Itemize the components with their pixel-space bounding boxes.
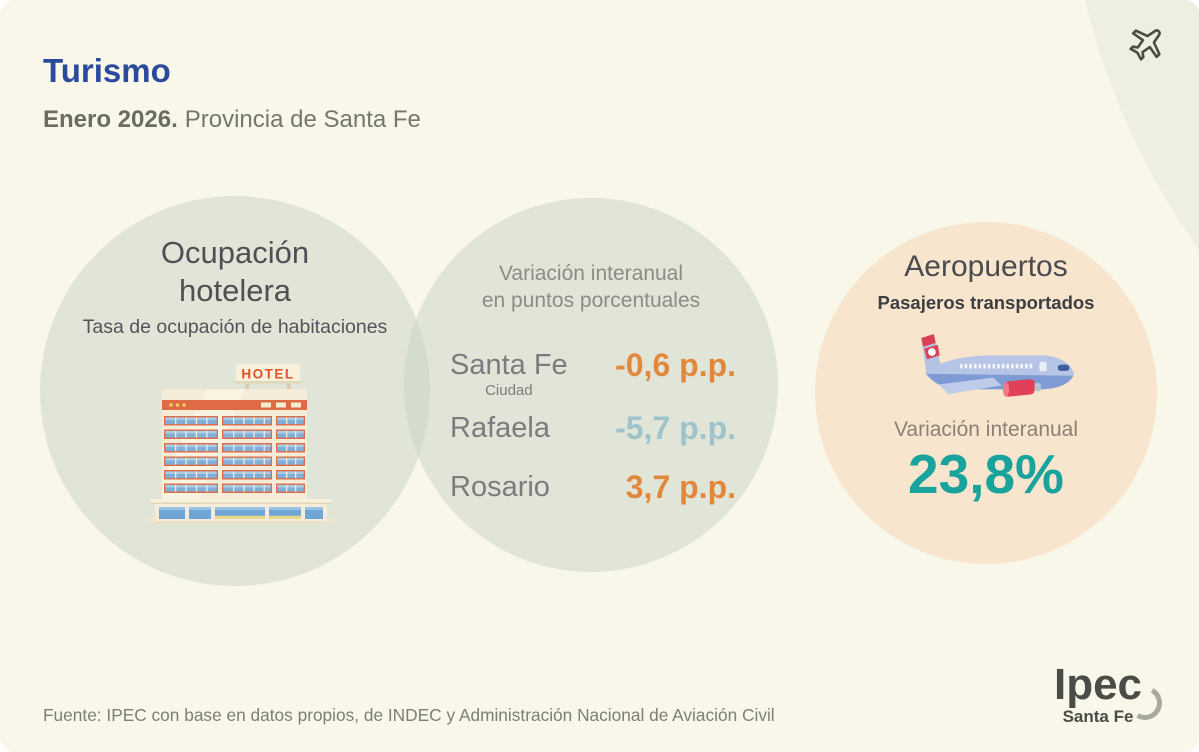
page-title: Turismo bbox=[43, 52, 171, 89]
hotel-building-illustration: HOTEL bbox=[149, 362, 333, 531]
city-label: Rafaela bbox=[450, 412, 550, 444]
city-note: Ciudad bbox=[485, 382, 533, 399]
hotel-section-title: Ocupación hotelera bbox=[160, 235, 310, 308]
hotel-section-subtitle: Tasa de ocupación de habitaciones bbox=[82, 316, 388, 338]
ipec-logo-text: Ipec bbox=[1054, 662, 1166, 724]
city-value: -0,6 p.p. bbox=[615, 347, 736, 383]
subtitle-region: Provincia de Santa Fe bbox=[184, 106, 421, 133]
variation-row-rosario: Rosario 3,7 p.p. bbox=[450, 470, 736, 504]
variation-title: Variación interanual en puntos porcentua… bbox=[481, 262, 701, 312]
ipec-logo-subtext: Santa Fe bbox=[1062, 707, 1134, 726]
city-value: 3,7 p.p. bbox=[625, 469, 736, 505]
subtitle-period: Enero 2026. bbox=[43, 106, 178, 133]
variation-row-santa-fe: Santa Fe Ciudad -0,6 p.p. bbox=[450, 348, 736, 399]
hotel-sign-text: HOTEL bbox=[241, 367, 294, 382]
airports-title: Aeropuertos bbox=[904, 250, 1068, 283]
city-label: Santa Fe bbox=[450, 349, 568, 381]
city-value: -5,7 p.p. bbox=[615, 410, 736, 446]
page-subtitle: Enero 2026. Provincia de Santa Fe bbox=[43, 106, 421, 134]
airports-variation-value: 23,8% bbox=[908, 443, 1064, 505]
airports-subtitle: Pasajeros transportados bbox=[877, 292, 1095, 313]
variation-row-rafaela: Rafaela -5,7 p.p. bbox=[450, 411, 736, 445]
passenger-jet-illustration bbox=[898, 330, 1082, 411]
variation-rows: Santa Fe Ciudad -0,6 p.p. Rafaela -5,7 p… bbox=[450, 348, 736, 504]
source-note: Fuente: IPEC con base en datos propios, … bbox=[43, 705, 775, 725]
airplane-outline-icon bbox=[1117, 13, 1176, 72]
variation-circle: Variación interanual en puntos porcentua… bbox=[404, 198, 778, 572]
hotel-occupancy-circle: Ocupación hotelera Tasa de ocupación de … bbox=[40, 196, 430, 586]
ipec-logo: Ipec Santa Fe bbox=[1028, 662, 1168, 727]
airports-variation-label: Variación interanual bbox=[893, 418, 1079, 441]
airports-circle: Aeropuertos Pasajeros transportados bbox=[815, 222, 1157, 564]
city-label: Rosario bbox=[450, 471, 550, 503]
